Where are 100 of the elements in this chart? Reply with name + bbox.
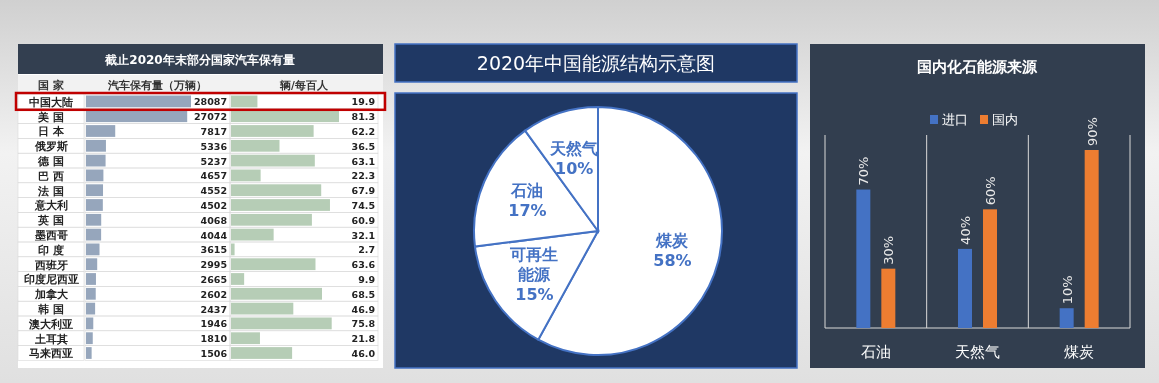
y-tick-label: 墨西哥: [33, 229, 68, 241]
bar: [86, 169, 104, 182]
slice-label: 煤炭: [655, 231, 690, 251]
data-label: 4552: [200, 185, 227, 197]
y-tick-label: 意大利: [33, 199, 68, 212]
bar: [231, 110, 339, 123]
bar: [231, 243, 235, 256]
y-tick-label: 土耳其: [33, 332, 68, 346]
bar: [86, 125, 116, 137]
bar: [231, 302, 294, 315]
data-label: 2602: [200, 288, 227, 300]
y-tick-label: 印度尼西亚: [23, 273, 79, 286]
data-label: 21.8: [351, 333, 376, 345]
data-label: 68.5: [351, 288, 375, 300]
y-tick-label: 印 度: [38, 243, 64, 256]
data-label: 63.6: [351, 259, 376, 271]
data-label: 9.9: [358, 273, 375, 285]
data-label: 4044: [200, 229, 228, 241]
y-tick-label: 马来西亚: [29, 347, 73, 360]
bar: [1059, 308, 1074, 328]
bar: [231, 258, 316, 271]
bar: [86, 184, 104, 197]
data-label: 27072: [193, 111, 227, 123]
slice-label: 天然气: [549, 138, 599, 158]
bar: [881, 268, 896, 328]
chart-title: 截止2020年末部分国家汽车保有量: [104, 53, 295, 67]
bar: [231, 213, 312, 226]
bar: [856, 189, 871, 328]
bar: [86, 287, 96, 300]
bar: [1084, 150, 1099, 328]
bar: [231, 287, 322, 300]
data-label: 36.5: [351, 140, 375, 152]
bar: [86, 110, 188, 123]
data-label: 67.9: [351, 185, 375, 197]
bar: [231, 199, 330, 211]
bar: [231, 95, 258, 108]
data-label: 30%: [881, 235, 897, 265]
y-tick-label: 巴 西: [38, 169, 64, 182]
y-tick-label: 日 本: [38, 125, 65, 138]
bar: [231, 228, 274, 241]
data-label: 40%: [958, 215, 973, 245]
chart-title: 国内化石能源来源: [917, 58, 1038, 76]
legend-label: 进口: [942, 112, 968, 127]
data-label: 81.3: [351, 111, 375, 123]
bar: [86, 332, 93, 345]
bar: [231, 139, 280, 152]
bar: [86, 154, 106, 167]
x-tick-label: 煤炭: [1064, 343, 1095, 361]
bar: [983, 209, 997, 328]
data-label: 62.2: [351, 125, 375, 137]
bar: [231, 317, 332, 330]
data-label: 15%: [515, 285, 554, 305]
bar: [86, 228, 102, 241]
bar: [86, 139, 106, 152]
data-label: 10%: [1059, 275, 1075, 305]
data-label: 10%: [555, 158, 594, 178]
x-tick-label: 石油: [860, 343, 891, 361]
data-label: 3615: [200, 244, 227, 256]
bar: [231, 332, 260, 345]
bar: [86, 273, 96, 285]
data-label: 46.0: [351, 347, 376, 359]
y-tick-label: 澳大利亚: [28, 317, 73, 330]
x-tick-label: 天然气: [955, 343, 1000, 361]
data-label: 58%: [653, 251, 692, 271]
data-label: 1946: [200, 318, 228, 330]
data-label: 5336: [200, 140, 228, 152]
data-label: 75.8: [351, 318, 376, 330]
data-label: 28087: [193, 96, 227, 108]
bar: [231, 169, 261, 182]
bar: [231, 347, 293, 359]
y-tick-label: 英 国: [37, 214, 64, 227]
data-label: 22.3: [351, 170, 375, 182]
y-tick-label: 加拿大: [33, 288, 69, 301]
data-label: 19.9: [351, 96, 375, 108]
bar: [231, 154, 315, 167]
y-axis-title: 国 家: [38, 79, 64, 91]
data-label: 2.7: [358, 244, 375, 256]
bar: [231, 184, 322, 197]
data-label: 1810: [200, 333, 228, 345]
data-label: 60.9: [351, 214, 375, 226]
data-label: 7817: [200, 125, 227, 137]
y-tick-label: 西班牙: [33, 258, 68, 271]
slice-label: 石油: [510, 181, 544, 201]
bar: [86, 317, 94, 330]
data-label: 17%: [508, 201, 547, 221]
bar: [86, 213, 102, 226]
data-label: 1506: [200, 347, 228, 359]
x-axis-title: 汽车保有量（万辆）: [107, 79, 207, 92]
data-label: 2665: [200, 273, 227, 285]
bar: [86, 347, 92, 359]
data-label: 4502: [200, 199, 227, 211]
bar: [231, 273, 245, 285]
data-label: 5237: [200, 155, 227, 167]
bar: [86, 95, 191, 108]
x-axis-title: 辆/每百人: [279, 79, 329, 92]
data-label: 4068: [200, 214, 228, 226]
bar: [958, 248, 972, 328]
y-tick-label: 德 国: [37, 155, 64, 167]
y-tick-label: 俄罗斯: [33, 140, 68, 153]
data-label: 74.5: [351, 199, 375, 211]
